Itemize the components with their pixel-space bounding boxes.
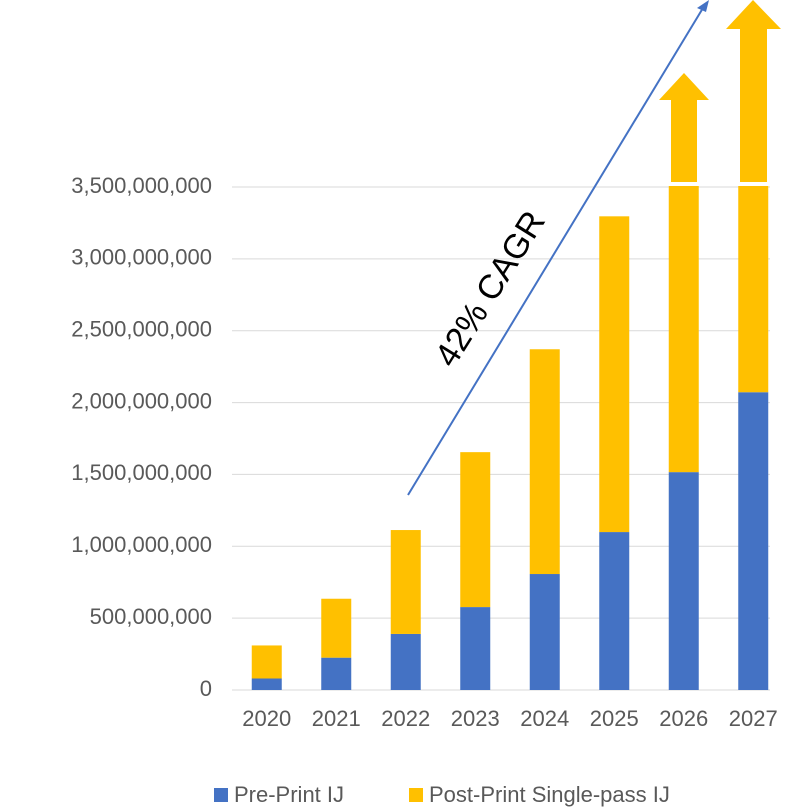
bar-segment [668, 183, 699, 473]
bar-segment [390, 633, 421, 690]
cagr-arrowhead [697, 0, 709, 12]
bar-segment [251, 645, 282, 679]
x-tick-label: 2021 [312, 706, 361, 731]
bar-segment [668, 472, 699, 690]
legend-label: Post-Print Single-pass IJ [429, 782, 670, 807]
y-tick-label: 0 [200, 676, 212, 701]
cagr-line [407, 7, 704, 496]
y-tick-label: 2,000,000,000 [71, 388, 212, 413]
x-tick-label: 2026 [659, 706, 708, 731]
legend-swatch [214, 788, 228, 802]
y-tick-label: 3,500,000,000 [71, 173, 212, 198]
bar-segment [738, 392, 769, 690]
bar-segment [529, 574, 560, 690]
growth-arrows [407, 0, 781, 496]
y-tick-label: 1,500,000,000 [71, 460, 212, 485]
arrow-stem [671, 100, 697, 182]
bar-break [666, 182, 702, 186]
legend-swatch [409, 788, 423, 802]
x-tick-label: 2024 [520, 706, 569, 731]
bar-segment [390, 530, 421, 634]
arrow-head [659, 73, 709, 100]
bar-segment [738, 183, 769, 393]
x-tick-label: 2022 [381, 706, 430, 731]
bar-segment [599, 216, 630, 533]
legend-label: Pre-Print IJ [234, 782, 344, 807]
bar-segment [460, 452, 491, 608]
bar-segment [529, 349, 560, 575]
y-tick-label: 500,000,000 [90, 604, 212, 629]
bar-segment [321, 657, 352, 690]
cagr-label: 42% CAGR [428, 204, 553, 373]
bar-segment [321, 598, 352, 658]
x-tick-label: 2027 [729, 706, 778, 731]
y-tick-label: 1,000,000,000 [71, 532, 212, 557]
x-tick-label: 2025 [590, 706, 639, 731]
bar-segment [599, 532, 630, 690]
y-tick-label: 3,000,000,000 [71, 245, 212, 270]
y-tick-label: 2,500,000,000 [71, 317, 212, 342]
bars [251, 183, 769, 690]
bar-break [735, 182, 771, 186]
bar-segment [251, 678, 282, 690]
arrow-head [726, 0, 781, 29]
bar-segment [460, 607, 491, 690]
x-tick-label: 2020 [242, 706, 291, 731]
x-tick-label: 2023 [451, 706, 500, 731]
arrow-stem [740, 28, 767, 182]
